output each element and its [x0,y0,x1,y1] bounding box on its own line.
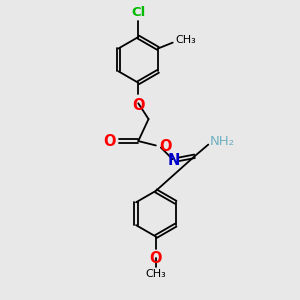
Text: Cl: Cl [131,6,146,19]
Text: NH₂: NH₂ [210,135,235,148]
Text: O: O [159,140,172,154]
Text: N: N [168,153,180,168]
Text: CH₃: CH₃ [146,269,166,279]
Text: O: O [103,134,116,148]
Text: O: O [150,251,162,266]
Text: O: O [132,98,145,113]
Text: CH₃: CH₃ [175,35,196,45]
